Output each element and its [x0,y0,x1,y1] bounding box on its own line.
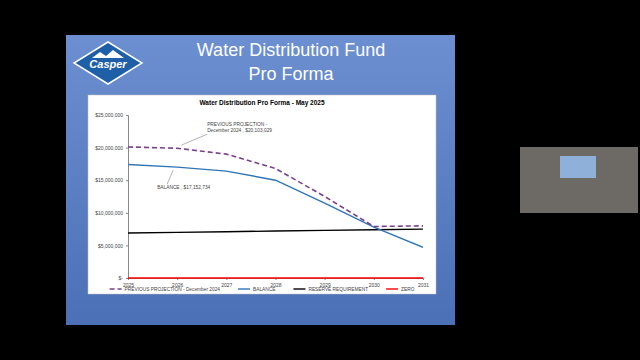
legend-label: ZERO [401,287,415,292]
y-tick-label: $20,000,000 [95,145,123,151]
series-line [128,165,423,248]
logo-text: Casper [89,58,127,70]
y-tick: $5,000,000 [98,243,128,249]
legend: PREVIOUS PROJECTION - December 2024 BALAN… [110,287,415,292]
x-tick-label: 2031 [418,282,429,288]
legend-swatch [386,288,398,289]
y-tick-mark [126,115,128,116]
y-tick: $15,000,000 [95,177,128,183]
legend-label: RESERVE REQUIREMENT [308,287,368,292]
y-tick-label: $15,000,000 [95,177,123,183]
annotation-text: BALANCE , $17,152,734 [157,185,210,190]
y-tick-mark [126,245,128,246]
annotation: PREVIOUS PROJECTION -December 2024 , $20… [181,122,272,145]
y-tick-mark [126,148,128,149]
legend-label: BALANCE [253,287,275,292]
logo-mountains [92,50,124,58]
legend-item: BALANCE [238,287,275,292]
y-tick: $10,000,000 [95,210,128,216]
x-axis-line [129,279,424,281]
annotation-leader [181,134,207,145]
slide-title: Water Distribution Fund [197,40,385,60]
y-tick-label: $25,000,000 [95,112,123,118]
y-tick-mark [126,213,128,214]
x-tick: 2030 [369,278,380,288]
annotation-leader [167,170,173,184]
annotation: BALANCE , $17,152,734 [157,170,210,190]
legend-item: PREVIOUS PROJECTION - December 2024 [110,287,221,292]
x-tick-label: 2030 [369,282,380,288]
legend-item: ZERO [386,287,415,292]
x-tick: 2027 [221,278,232,288]
annotation-text: PREVIOUS PROJECTION - [207,122,267,127]
slide-background [66,35,455,325]
x-tick-mark [423,278,424,280]
y-tick-mark [126,180,128,181]
legend-label: PREVIOUS PROJECTION - December 2024 [125,287,221,292]
legend-swatch [110,288,122,289]
series-line [128,147,423,227]
x-tick-label: 2027 [221,282,232,288]
y-tick-label: $5,000,000 [98,243,123,249]
slide-title: Pro Forma [248,64,334,84]
logo: Casper [74,42,142,84]
y-axis: $- $5,000,000 $10,000,000 $15,000,000 $20,00… [95,112,128,281]
annotation-text: December 2024 , $20,103,029 [207,128,272,133]
video-inset [520,147,638,213]
y-axis-line [126,116,129,279]
series-line [128,277,423,278]
legend-item: RESERVE REQUIREMENT [293,287,368,292]
y-tick-label: $- [119,275,124,281]
y-tick-mark [126,278,128,279]
y-tick-label: $10,000,000 [95,210,123,216]
x-tick: 2031 [418,278,429,288]
video-screen [560,156,596,178]
chart-title: Water Distribution Pro Forma - May 2025 [199,99,324,107]
y-tick: $25,000,000 [95,112,128,118]
logo-diamond [74,42,142,84]
chart-area [88,95,436,294]
canvas: Casper Water Distribution Fund Pro Forma Wa… [0,0,640,360]
y-tick: $20,000,000 [95,145,128,151]
legend-swatch [293,288,305,289]
legend-swatch [238,288,250,289]
plot [128,147,423,278]
y-tick: $- [119,275,128,281]
